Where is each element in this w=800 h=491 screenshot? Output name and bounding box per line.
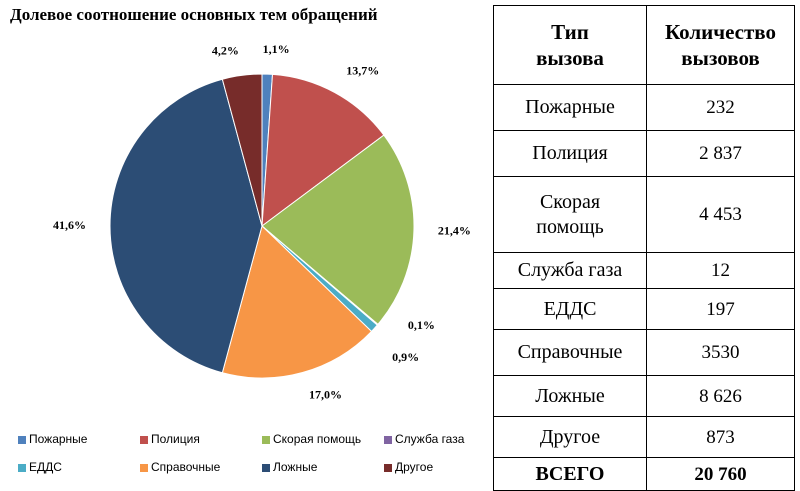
table-row: ВСЕГО 20 760 [493, 457, 795, 491]
legend-swatch [262, 436, 270, 444]
type-cell: Скорая помощь [493, 176, 647, 253]
pie-slice [261, 134, 415, 326]
table-row: Служба газа 12 [493, 252, 795, 289]
header-cell: Количество вызовов [646, 5, 795, 85]
pie-slice [221, 73, 263, 227]
calls-table: Тип вызова Количество вызовов Пожарные 23… [493, 5, 795, 491]
pie-slice [221, 225, 373, 379]
data-label: 13,7% [346, 63, 379, 77]
count-cell: 197 [646, 288, 795, 330]
chart: Долевое соотношение основных тем обращен… [10, 5, 471, 474]
legend-swatch [384, 464, 392, 472]
type-cell: Пожарные [493, 84, 647, 131]
table-row: Ложные 8 626 [493, 375, 795, 417]
table-row: Другое 873 [493, 416, 795, 458]
legend-label: Пожарные [29, 432, 88, 446]
table-row: Полиция 2 837 [493, 130, 795, 177]
type-cell: ЕДДС [493, 288, 647, 330]
type-cell: Полиция [493, 130, 647, 177]
count-cell: 232 [646, 84, 795, 131]
type-cell: Другое [493, 416, 647, 458]
pie-slice [261, 73, 385, 228]
table-row: Справочные 3530 [493, 329, 795, 376]
type-cell: Ложные [493, 375, 647, 417]
table-row: Скорая помощь 4 453 [493, 176, 795, 253]
legend-label: Скорая помощь [273, 432, 361, 446]
count-cell: 20 760 [646, 457, 795, 491]
legend-label: Справочные [151, 460, 221, 474]
legend-label: Другое [395, 460, 433, 474]
table-row: ЕДДС 197 [493, 288, 795, 330]
chart-title: Долевое соотношение основных тем обращен… [10, 5, 378, 24]
count-cell: 8 626 [646, 375, 795, 417]
legend-swatch [140, 464, 148, 472]
type-cell: Служба газа [493, 252, 647, 289]
type-cell: ВСЕГО [493, 457, 647, 491]
legend-label: Ложные [273, 460, 318, 474]
count-cell: 3530 [646, 329, 795, 376]
count-cell: 4 453 [646, 176, 795, 253]
header-row: Тип вызова Количество вызовов [493, 5, 795, 85]
data-label: 0,1% [408, 318, 435, 332]
data-label: 1,1% [263, 42, 290, 56]
legend-swatch [18, 464, 26, 472]
pie-slice [109, 78, 263, 374]
legend-label: Полиция [151, 432, 200, 446]
count-cell: 2 837 [646, 130, 795, 177]
legend-swatch [384, 436, 392, 444]
data-label: 4,2% [212, 43, 239, 57]
count-cell: 873 [646, 416, 795, 458]
data-label: 17,0% [309, 387, 342, 401]
data-label: 21,4% [438, 223, 471, 237]
legend-label: ЕДДС [29, 460, 62, 474]
data-label: 41,6% [53, 218, 86, 232]
count-cell: 12 [646, 252, 795, 289]
legend-swatch [18, 436, 26, 444]
legend-label: Служба газа [395, 432, 465, 446]
legend-swatch [140, 436, 148, 444]
legend-swatch [262, 464, 270, 472]
data-label: 0,9% [392, 350, 419, 364]
type-cell: Справочные [493, 329, 647, 376]
header-cell: Тип вызова [493, 5, 647, 85]
table-row: Пожарные 232 [493, 84, 795, 131]
